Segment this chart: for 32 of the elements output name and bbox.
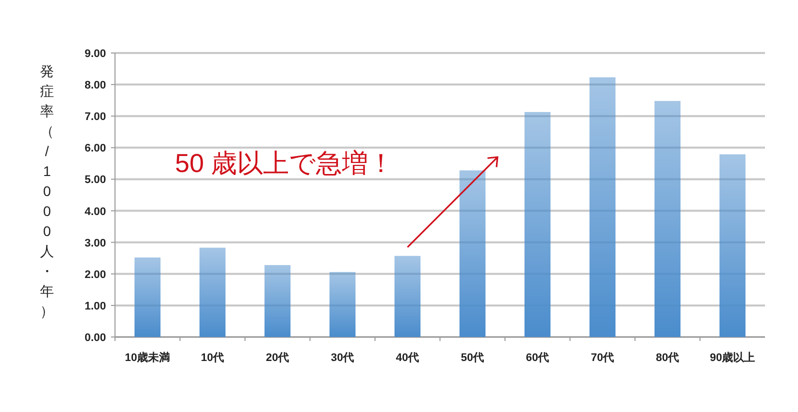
- bar: [654, 100, 680, 337]
- x-tick-label: 10代: [200, 352, 224, 364]
- x-tick-label: 50代: [460, 352, 484, 364]
- bar: [394, 256, 420, 337]
- x-tick-label: 70代: [590, 352, 614, 364]
- x-tick-label: 10歳未満: [124, 351, 170, 364]
- bar: [330, 272, 356, 337]
- bar: [134, 257, 160, 337]
- annotation: 50 歳以上で急増！: [175, 148, 394, 178]
- y-tick-label: 9.00: [84, 48, 106, 60]
- x-tick-label: 20代: [266, 352, 290, 364]
- bar: [590, 77, 616, 337]
- text: 発症率（/1000人・年）: [40, 63, 54, 319]
- bar: [524, 112, 550, 337]
- x-tick-label: 80代: [656, 352, 680, 364]
- x-tick-label: 90歳以上: [710, 351, 756, 364]
- x-tick-label: 30代: [330, 352, 354, 364]
- bar: [264, 265, 290, 337]
- y-tick-label: 2.00: [84, 268, 106, 281]
- bar: [200, 248, 226, 337]
- x-tick-label: 40代: [396, 352, 420, 364]
- y-tick-label: 6.00: [84, 142, 106, 155]
- bar: [720, 154, 746, 337]
- y-tick-label: 1.00: [84, 300, 106, 312]
- bar: [460, 170, 486, 337]
- y-tick-label: 3.00: [84, 237, 106, 250]
- y-tick-label: 4.00: [84, 206, 106, 218]
- y-tick-label: 5.00: [84, 174, 106, 186]
- y-tick-label: 8.00: [84, 80, 106, 92]
- y-tick-label: 7.00: [84, 111, 106, 124]
- y-tick-label: 0.00: [84, 332, 106, 344]
- x-tick-label: 60代: [526, 352, 550, 364]
